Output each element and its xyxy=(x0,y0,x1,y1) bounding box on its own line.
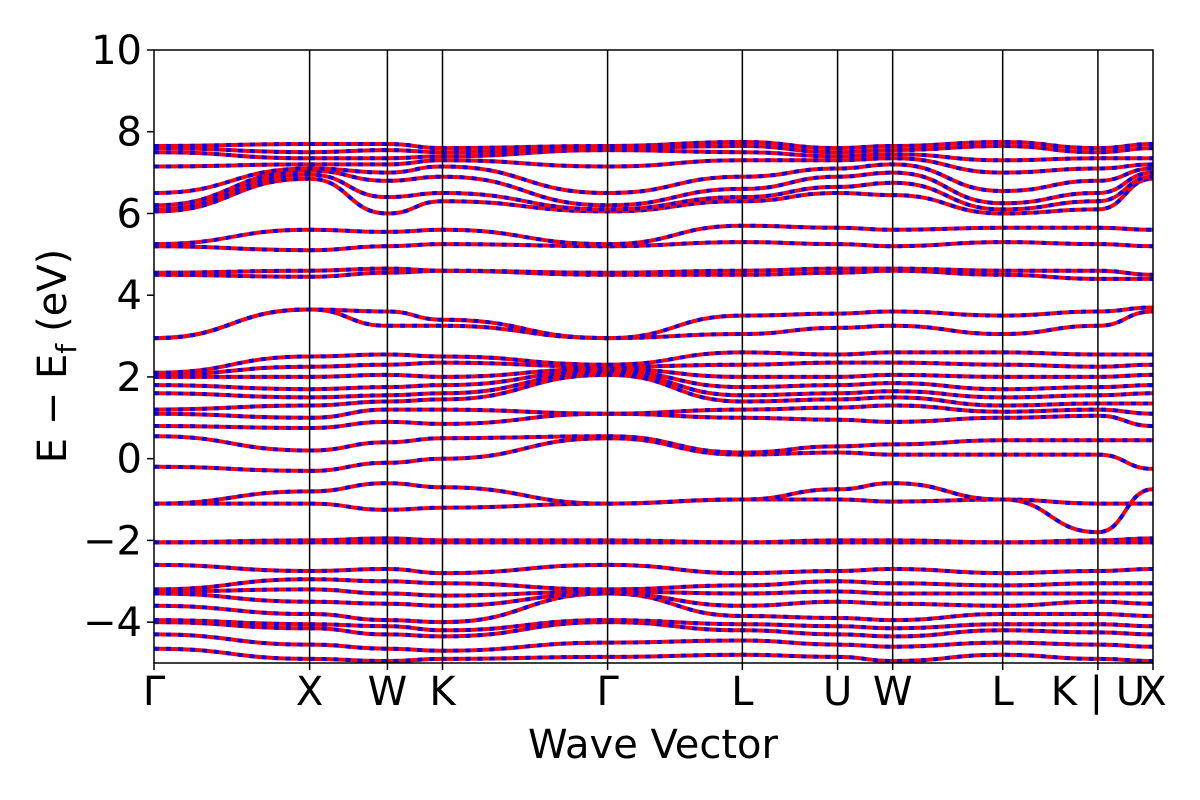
x-tick-label: W xyxy=(873,669,913,715)
high-symmetry-lines xyxy=(308,50,1099,663)
band-line-spin-down xyxy=(154,266,1153,277)
band-line-spin-down xyxy=(154,307,1153,341)
y-axis-label-main: E − E xyxy=(30,354,76,464)
band-line-spin-down xyxy=(154,156,1153,175)
x-tick-label: Γ xyxy=(596,669,619,715)
band-line-spin-down xyxy=(154,591,1153,625)
band-line-spin-down xyxy=(154,411,1153,431)
y-tick-label: 8 xyxy=(117,110,142,156)
band-line-spin-down xyxy=(154,562,1153,576)
band-line-spin-down xyxy=(154,162,1153,196)
x-tick-label: L xyxy=(731,669,754,715)
x-tick-label: Γ xyxy=(143,669,166,715)
band-line-spin-down xyxy=(154,436,1153,473)
band-line-spin-down xyxy=(154,360,1153,377)
band-line-spin-down xyxy=(154,240,1153,253)
y-tick-label: 0 xyxy=(117,437,142,483)
y-axis-label: E − Ef (eV) xyxy=(30,249,83,464)
band-line-spin-down xyxy=(154,372,1153,412)
y-tick-label: 10 xyxy=(91,28,142,74)
band-line-spin-down xyxy=(154,620,1153,639)
band-line-spin-down xyxy=(154,536,1153,545)
band-line-spin-down xyxy=(154,370,1153,400)
band-line-spin-down xyxy=(154,368,1153,392)
band-line-spin-down xyxy=(154,143,1153,155)
bands-layer xyxy=(154,139,1153,663)
band-line-spin-down xyxy=(154,305,1153,341)
x-tick-label: K xyxy=(429,669,457,715)
band-line-spin-down xyxy=(154,172,1153,212)
band-line-spin-down xyxy=(154,366,1153,379)
y-tick-label: −2 xyxy=(83,518,142,564)
y-tick-label: 2 xyxy=(117,355,142,401)
x-tick-label: K | U xyxy=(1051,669,1145,715)
y-tick-label: −4 xyxy=(83,600,142,646)
y-axis: −4 −2 0 2 4 6 8 10 xyxy=(83,28,154,646)
band-line-spin-down xyxy=(154,646,1153,663)
x-tick-label: L xyxy=(992,669,1015,715)
band-line-spin-down xyxy=(154,587,1153,598)
plot-frame xyxy=(153,49,1154,664)
band-line-spin-down xyxy=(154,350,1153,375)
band-line-spin-down xyxy=(154,268,1153,281)
band-line-spin-down xyxy=(154,577,1153,592)
y-axis-label-unit: (eV) xyxy=(30,249,76,332)
band-line-spin-up xyxy=(154,168,1153,208)
y-tick-label: 4 xyxy=(117,273,142,319)
x-axis-label: Wave Vector xyxy=(528,722,779,768)
band-line-spin-down xyxy=(154,618,1153,633)
band-line-spin-down xyxy=(154,632,1153,653)
x-tick-label: X xyxy=(296,669,323,715)
y-axis-label-subscript: f xyxy=(50,343,83,354)
band-line-spin-down xyxy=(154,148,1153,163)
x-tick-label: W xyxy=(368,669,408,715)
x-tick-label: U xyxy=(823,669,852,715)
band-line-spin-up xyxy=(154,176,1153,216)
band-line-spin-down xyxy=(154,139,1153,151)
band-line-spin-down xyxy=(154,591,1153,608)
band-line-spin-up xyxy=(154,481,1153,535)
y-tick-label: 6 xyxy=(117,191,142,237)
band-line-spin-down xyxy=(154,403,1153,420)
band-line-spin-down xyxy=(154,223,1153,247)
x-tick-label: X xyxy=(1139,669,1166,715)
